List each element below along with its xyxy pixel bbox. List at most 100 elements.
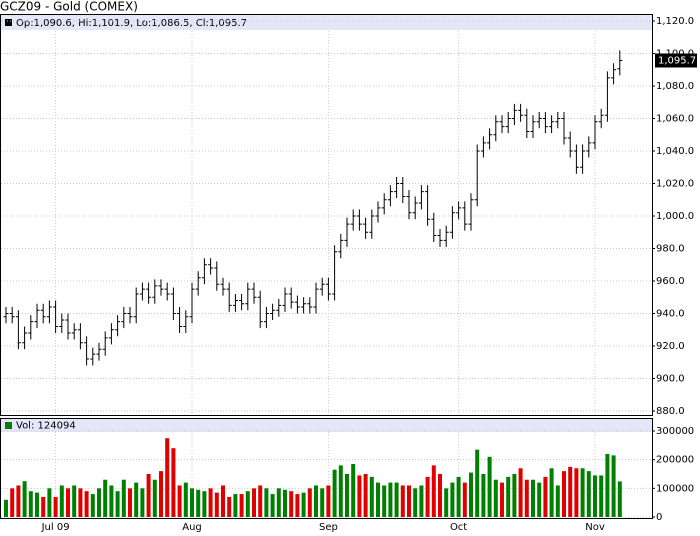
volume-bar [326,485,331,517]
volume-bar [469,472,473,517]
volume-bar [28,491,33,517]
volume-bar [425,476,430,517]
volume-bar [22,481,27,517]
volume-bar [562,471,566,517]
volume-bar [413,488,418,517]
volume-bar [438,474,442,517]
volume-bar [388,482,393,517]
volume-bar [332,469,337,517]
volume-swatch [5,422,12,429]
volume-bar [258,485,263,517]
volume-bar [128,488,132,517]
y-tick-label: 1,000.0 [656,211,694,222]
volume-bar [121,479,126,517]
volume-bar [506,476,511,517]
volume-bar [574,468,579,517]
volume-bar [53,496,58,517]
y-tick-label: 300000 [656,426,694,437]
volume-bar [78,488,83,517]
volume-bar [568,466,573,517]
volume-bar [152,479,157,517]
y-tick-label: 920.0 [656,341,685,352]
y-tick-label: 100000 [656,483,694,494]
volume-bar [233,494,238,517]
volume-bar [295,494,300,517]
volume-bar [283,489,287,517]
volume-bar [202,491,207,517]
volume-bar [301,492,306,517]
y-tick-label: 1,020.0 [656,179,694,190]
volume-bar [456,476,461,517]
volume-bar [444,488,449,517]
volume-bar [146,474,151,517]
volume-bar [481,474,486,517]
volume-bar [72,485,77,517]
volume-bar [407,485,411,517]
volume-bar [103,479,108,517]
y-tick-label: 980.0 [656,244,685,255]
volume-bar [611,455,616,517]
price-panel [0,14,653,416]
volume-bar [41,496,46,517]
marks [3,50,623,517]
volume-bar [90,494,95,517]
volume-bar [97,488,101,517]
x-tick-label: Oct [450,522,467,533]
legend-swatch [5,19,12,26]
volume-bar [363,474,368,517]
volume-bar [4,499,8,517]
volume-bar [165,438,170,517]
volume-title: Vol: 124094 [16,421,76,432]
volume-bar [512,474,517,517]
x-tick-label: Nov [585,522,605,533]
volume-bar [555,485,560,517]
volume-bar [208,488,213,517]
volume-bar [320,488,325,517]
volume-bar [245,491,250,517]
volume-bar [171,448,176,517]
volume-bar [493,479,498,517]
volume-bar [227,496,232,517]
x-tick-label: Aug [182,522,202,533]
volume-bar [531,479,535,517]
y-tick-label: 1,040.0 [656,146,694,157]
y-tick-label: 1,060.0 [656,114,694,125]
volume-bar [289,491,294,517]
volume-bar [264,488,269,517]
volume-bar [177,485,182,517]
volume-bar [500,482,504,517]
volume-bar [394,482,399,517]
volume-bar [580,468,585,517]
volume-bar [345,474,349,517]
volume-bar [183,482,188,517]
volume-bar [314,485,318,517]
volume-bar [10,488,15,517]
y-tick-label: 880.0 [656,406,685,417]
volume-bar [450,482,455,517]
last-price-box [655,53,697,68]
volume-bar [431,465,436,517]
y-tick-label: 940.0 [656,309,685,320]
volume-bar [351,463,356,517]
volume-bar [524,479,529,517]
y-tick-label: 0 [656,512,662,523]
volume-bar [84,491,89,517]
volume-bar [586,471,591,517]
volume-bar [214,492,219,517]
volume-bar [196,489,201,517]
chart-title: GCZ09 - Gold (COMEX) [0,0,138,14]
volume-bar [382,485,387,517]
volume-bar [109,485,114,517]
y-tick-label: 1,120.0 [656,16,694,27]
y-tick-label: 1,080.0 [656,81,694,92]
volume-bar [487,456,492,517]
volume-bar [593,475,597,517]
volume-bar [35,492,39,517]
volume-bar [419,485,424,517]
volume-header [1,419,652,432]
y-tick-label: 900.0 [656,374,685,385]
y-tick-label: 200000 [656,455,694,466]
volume-bar [140,488,145,517]
volume-bar [400,485,405,517]
